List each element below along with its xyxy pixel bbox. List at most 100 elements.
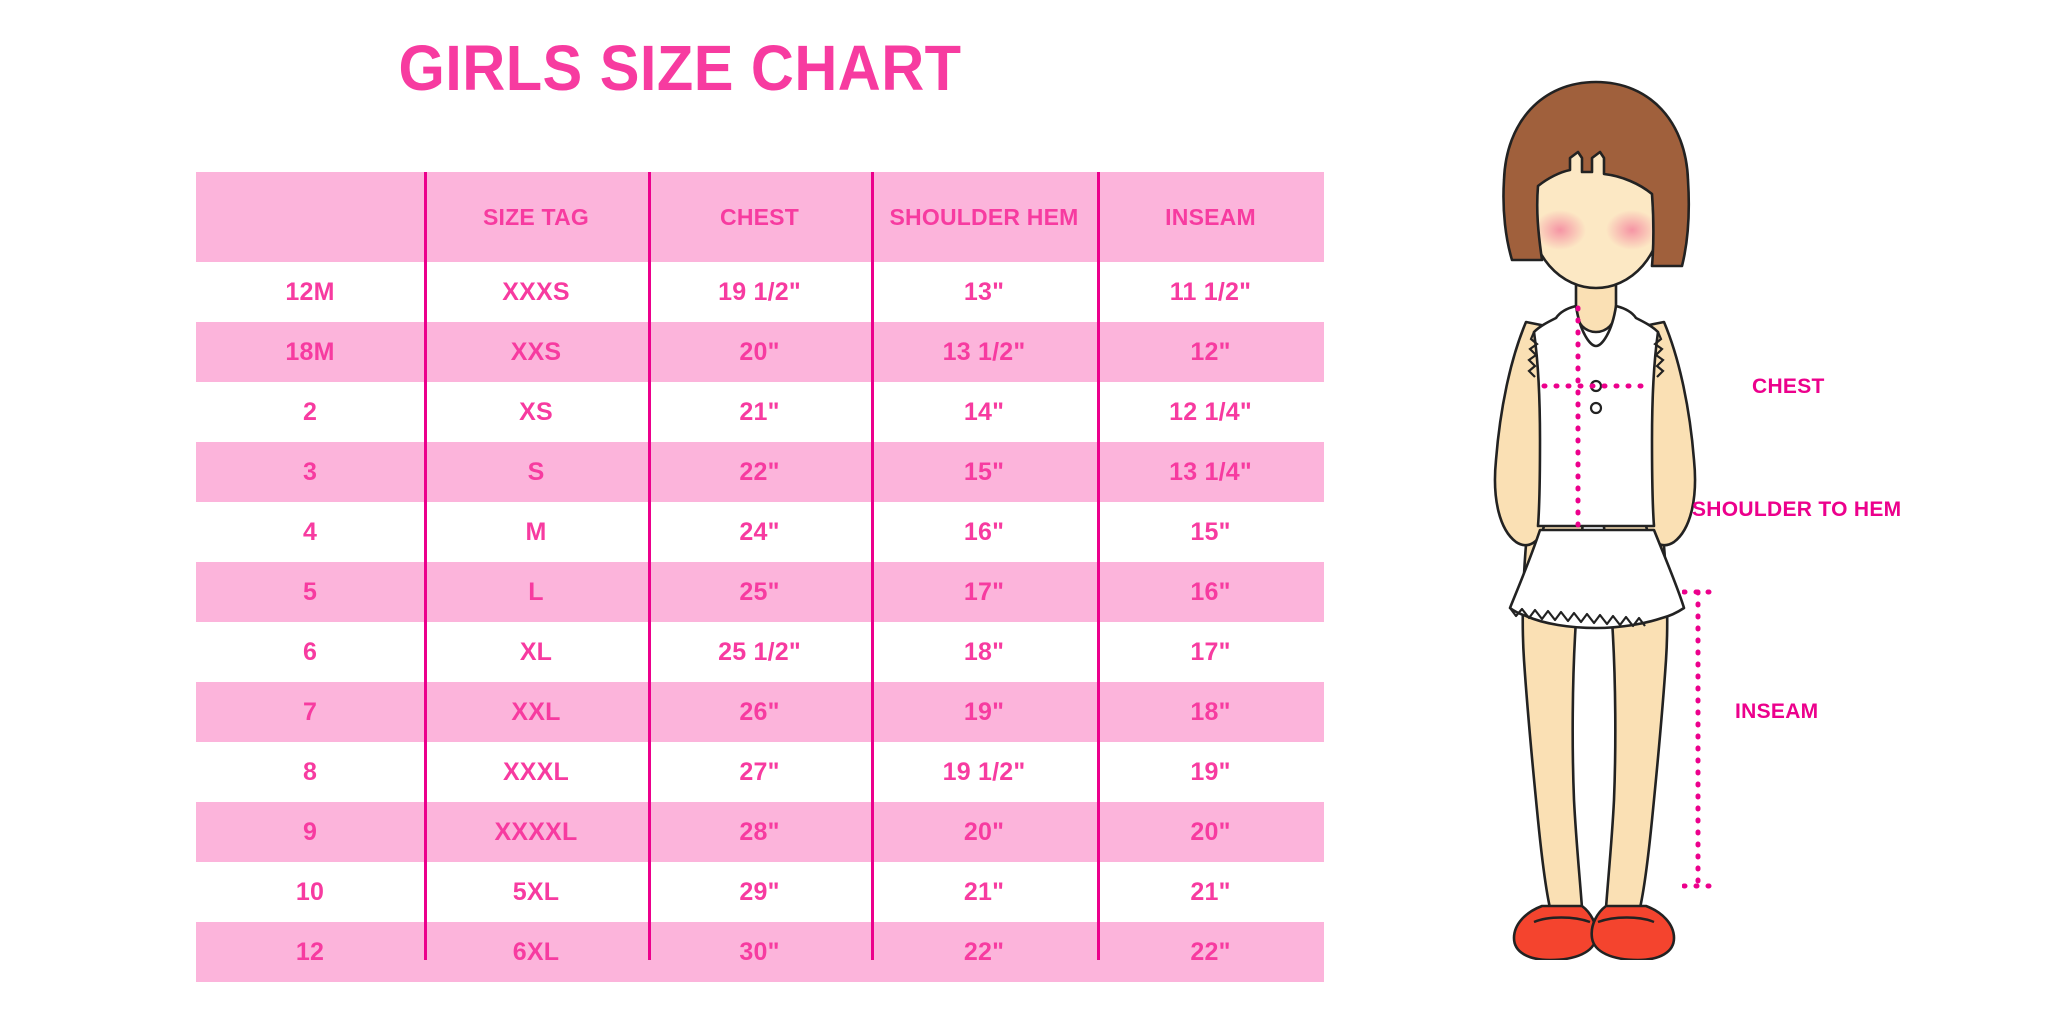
column-header-chest: CHEST bbox=[648, 172, 871, 262]
cell-size: 10 bbox=[196, 862, 424, 922]
left-shoe-strap bbox=[1533, 916, 1591, 924]
cell-shoulder-hem: 13 1/2" bbox=[871, 322, 1097, 382]
right-shoe-strap bbox=[1597, 916, 1655, 924]
cell-chest: 20" bbox=[648, 322, 871, 382]
column-divider-4 bbox=[1097, 172, 1100, 960]
table-row: 12M XXXS 19 1/2" 13" 11 1/2" bbox=[196, 262, 1324, 322]
cell-shoulder-hem: 17" bbox=[871, 562, 1097, 622]
cell-chest: 29" bbox=[648, 862, 871, 922]
cell-inseam: 16" bbox=[1097, 562, 1324, 622]
skirt bbox=[1508, 528, 1686, 630]
shoes-group bbox=[1512, 904, 1676, 960]
cell-size: 8 bbox=[196, 742, 424, 802]
table-row: 6 XL 25 1/2" 18" 17" bbox=[196, 622, 1324, 682]
cell-chest: 26" bbox=[648, 682, 871, 742]
table-header: SIZE TAG CHEST SHOULDER HEM INSEAM bbox=[196, 172, 1324, 262]
table-row: 10 5XL 29" 21" 21" bbox=[196, 862, 1324, 922]
right-sleeve-frill bbox=[1653, 331, 1665, 378]
cell-size-tag: L bbox=[424, 562, 648, 622]
cell-size: 5 bbox=[196, 562, 424, 622]
size-chart-table: SIZE TAG CHEST SHOULDER HEM INSEAM 12M XX… bbox=[196, 172, 1324, 982]
cell-chest: 21" bbox=[648, 382, 871, 442]
cell-size: 3 bbox=[196, 442, 424, 502]
cell-chest: 28" bbox=[648, 802, 871, 862]
left-shoe bbox=[1512, 904, 1598, 960]
cell-shoulder-hem: 21" bbox=[871, 862, 1097, 922]
cell-shoulder-hem: 20" bbox=[871, 802, 1097, 862]
cell-size-tag: XS bbox=[424, 382, 648, 442]
cell-shoulder-hem: 19" bbox=[871, 682, 1097, 742]
blush-left bbox=[1534, 210, 1586, 250]
head-group bbox=[1502, 80, 1691, 290]
cell-size-tag: XL bbox=[424, 622, 648, 682]
table-body: 12M XXXS 19 1/2" 13" 11 1/2" 18M XXS 20" 13 1/2"… bbox=[196, 262, 1324, 982]
cell-inseam: 19" bbox=[1097, 742, 1324, 802]
cell-size: 4 bbox=[196, 502, 424, 562]
shirt-body bbox=[1532, 304, 1660, 528]
skirt-body bbox=[1508, 528, 1686, 630]
cell-shoulder-hem: 22" bbox=[871, 922, 1097, 982]
table-row: 12 6XL 30" 22" 22" bbox=[196, 922, 1324, 982]
column-divider-2 bbox=[648, 172, 651, 960]
cell-size-tag: XXS bbox=[424, 322, 648, 382]
cell-shoulder-hem: 13" bbox=[871, 262, 1097, 322]
cell-size-tag: XXXS bbox=[424, 262, 648, 322]
cell-size-tag: XXXL bbox=[424, 742, 648, 802]
label-chest: CHEST bbox=[1752, 375, 1825, 398]
cell-size-tag: 6XL bbox=[424, 922, 648, 982]
cell-size-tag: XXXXL bbox=[424, 802, 648, 862]
girl-figure-illustration bbox=[1430, 60, 1770, 960]
cell-size: 12 bbox=[196, 922, 424, 982]
cell-inseam: 12" bbox=[1097, 322, 1324, 382]
cell-inseam: 22" bbox=[1097, 922, 1324, 982]
cell-inseam: 13 1/4" bbox=[1097, 442, 1324, 502]
cell-inseam: 20" bbox=[1097, 802, 1324, 862]
table-row: 4 M 24" 16" 15" bbox=[196, 502, 1324, 562]
label-shoulder-to-hem: SHOULDER TO HEM bbox=[1692, 498, 1902, 521]
cell-size: 18M bbox=[196, 322, 424, 382]
inseam-bracket bbox=[1682, 589, 1715, 889]
table-header-row: SIZE TAG CHEST SHOULDER HEM INSEAM bbox=[196, 172, 1324, 262]
cell-chest: 25 1/2" bbox=[648, 622, 871, 682]
cell-size-tag: M bbox=[424, 502, 648, 562]
cell-shoulder-hem: 16" bbox=[871, 502, 1097, 562]
cell-chest: 24" bbox=[648, 502, 871, 562]
table-row: 2 XS 21" 14" 12 1/4" bbox=[196, 382, 1324, 442]
right-shoe bbox=[1590, 904, 1676, 960]
table-row: 8 XXXL 27" 19 1/2" 19" bbox=[196, 742, 1324, 802]
cell-inseam: 15" bbox=[1097, 502, 1324, 562]
table-row: 5 L 25" 17" 16" bbox=[196, 562, 1324, 622]
size-chart-table-wrap: SIZE TAG CHEST SHOULDER HEM INSEAM 12M XX… bbox=[196, 172, 1324, 982]
cell-inseam: 17" bbox=[1097, 622, 1324, 682]
table-row: 9 XXXXL 28" 20" 20" bbox=[196, 802, 1324, 862]
cell-inseam: 21" bbox=[1097, 862, 1324, 922]
column-header-inseam: INSEAM bbox=[1097, 172, 1324, 262]
hair bbox=[1502, 80, 1691, 268]
cell-size: 2 bbox=[196, 382, 424, 442]
cell-chest: 27" bbox=[648, 742, 871, 802]
cell-shoulder-hem: 18" bbox=[871, 622, 1097, 682]
measurement-guides bbox=[1541, 305, 1655, 533]
cell-chest: 19 1/2" bbox=[648, 262, 871, 322]
cell-chest: 30" bbox=[648, 922, 871, 982]
cell-size: 6 bbox=[196, 622, 424, 682]
cell-chest: 25" bbox=[648, 562, 871, 622]
column-divider-1 bbox=[424, 172, 427, 960]
cell-inseam: 11 1/2" bbox=[1097, 262, 1324, 322]
column-header-size bbox=[196, 172, 424, 262]
cell-shoulder-hem: 15" bbox=[871, 442, 1097, 502]
page-title: GIRLS SIZE CHART bbox=[398, 32, 962, 104]
table-row: 3 S 22" 15" 13 1/4" bbox=[196, 442, 1324, 502]
table-row: 18M XXS 20" 13 1/2" 12" bbox=[196, 322, 1324, 382]
cell-inseam: 18" bbox=[1097, 682, 1324, 742]
skirt-frill bbox=[1509, 607, 1646, 628]
left-sleeve-frill bbox=[1527, 331, 1539, 378]
column-divider-3 bbox=[871, 172, 874, 960]
cell-chest: 22" bbox=[648, 442, 871, 502]
cell-size-tag: S bbox=[424, 442, 648, 502]
table-row: 7 XXL 26" 19" 18" bbox=[196, 682, 1324, 742]
column-header-size-tag: SIZE TAG bbox=[424, 172, 648, 262]
cell-size-tag: 5XL bbox=[424, 862, 648, 922]
shirt bbox=[1527, 304, 1665, 528]
